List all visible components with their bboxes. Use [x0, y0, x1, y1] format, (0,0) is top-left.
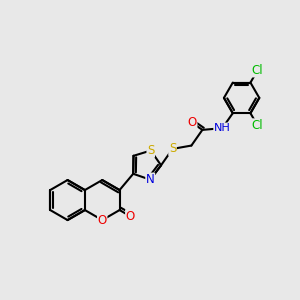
- Text: N: N: [146, 173, 154, 186]
- Text: Cl: Cl: [252, 119, 263, 132]
- Text: O: O: [126, 210, 135, 223]
- Text: O: O: [98, 214, 107, 226]
- Text: S: S: [147, 144, 154, 157]
- Text: NH: NH: [214, 123, 231, 133]
- Text: Cl: Cl: [252, 64, 263, 77]
- Text: O: O: [188, 116, 197, 129]
- Text: S: S: [169, 142, 176, 155]
